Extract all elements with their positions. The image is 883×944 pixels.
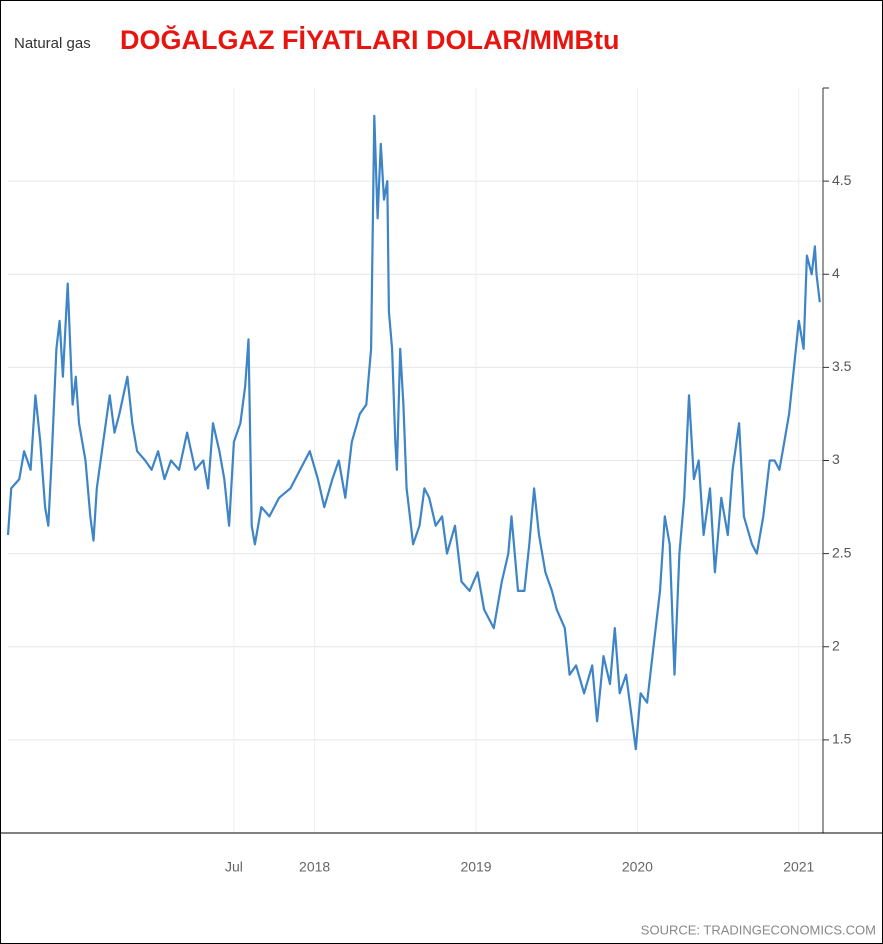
y-tick-label: 4 (832, 265, 840, 281)
y-tick-label: 3.5 (832, 358, 852, 374)
x-tick-label: Jul (225, 859, 243, 875)
chart-subtitle: Natural gas (14, 35, 91, 52)
x-tick-label: 2021 (783, 859, 814, 875)
x-tick-label: 2020 (622, 859, 653, 875)
y-tick-label: 3 (832, 451, 840, 467)
x-tick-label: 2019 (460, 859, 491, 875)
y-tick-label: 1.5 (832, 731, 852, 747)
chart-title: DOĞALGAZ FİYATLARI DOLAR/MMBtu (120, 24, 619, 55)
line-series (6, 114, 821, 751)
x-tick-label: 2018 (299, 859, 330, 875)
y-tick-label: 4.5 (832, 172, 852, 188)
source: SOURCE: TRADINGECONOMICS.COM (641, 922, 876, 937)
y-tick-label: 2 (832, 637, 840, 653)
y-tick-label: 2.5 (832, 544, 852, 560)
